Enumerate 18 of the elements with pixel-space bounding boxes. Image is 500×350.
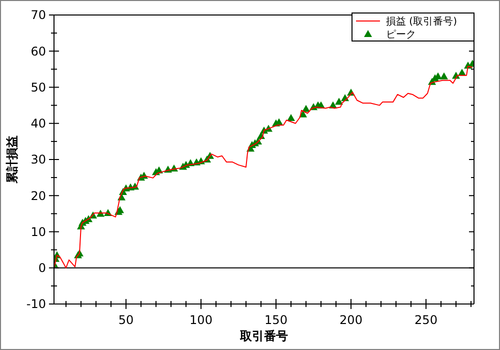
- x-tick-label: 100: [190, 313, 212, 327]
- y-tick-label: 60: [30, 44, 46, 58]
- x-axis-title: 取引番号: [239, 329, 288, 343]
- y-tick-label: 50: [30, 80, 46, 94]
- y-tick-label: 0: [38, 261, 46, 276]
- y-tick-label: 70: [30, 8, 46, 22]
- x-tick-label: 50: [118, 313, 134, 327]
- x-tick-label: 200: [340, 313, 362, 327]
- x-tick-label: 150: [264, 313, 288, 327]
- y-tick-label: 30: [30, 152, 46, 167]
- x-tick-label: 250: [414, 313, 438, 327]
- legend-label: 損益 (取引番号): [386, 16, 458, 28]
- y-tick-label: 10: [30, 224, 46, 239]
- legend-label: ピーク: [386, 30, 416, 40]
- y-tick-label: 20: [30, 188, 46, 203]
- y-tick-label: 40: [30, 116, 46, 131]
- y-tick-label: -10: [26, 297, 46, 312]
- y-axis-title: 累計損益: [5, 136, 19, 184]
